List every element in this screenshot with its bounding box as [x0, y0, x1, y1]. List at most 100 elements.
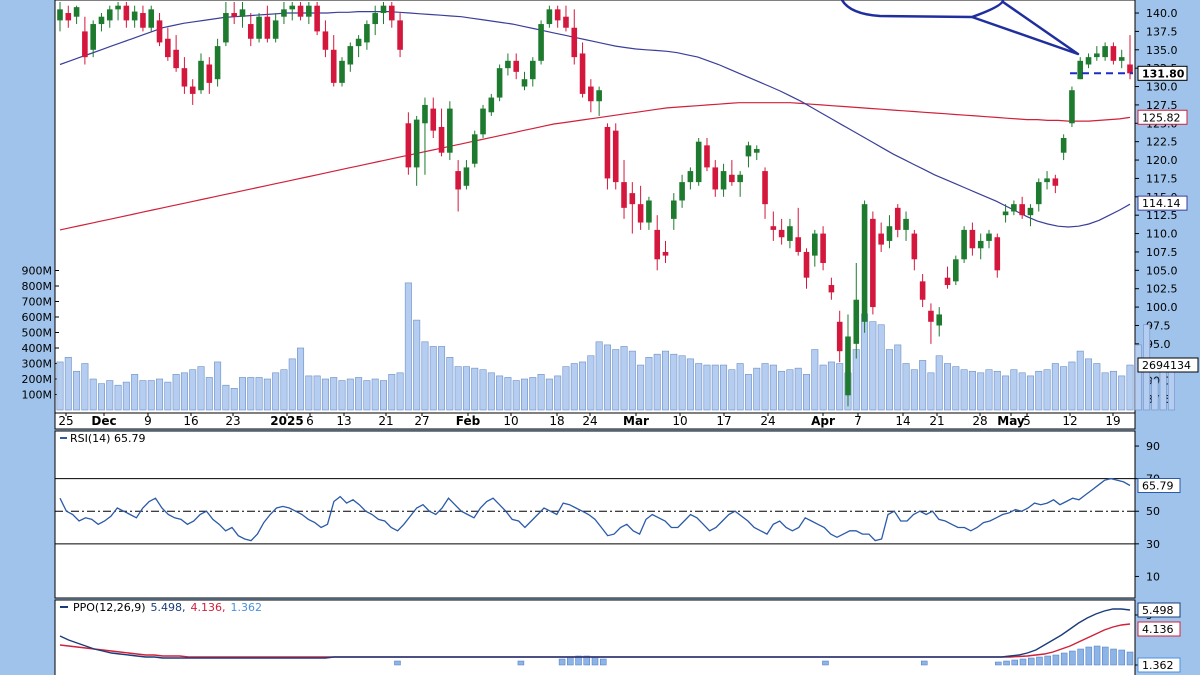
callout-annotation: [840, 0, 1133, 75]
volume-bar: [504, 377, 512, 411]
candle-body: [687, 171, 694, 183]
candle: [123, 2, 130, 28]
candle: [1011, 200, 1017, 216]
volume-bar: [620, 346, 628, 411]
candle: [1044, 171, 1050, 190]
candle-body: [289, 5, 296, 10]
moving-average-lines: [59, 11, 1131, 231]
candle-body: [762, 171, 768, 205]
ppo-histogram-bar: [591, 656, 599, 666]
date-tick-label: 21: [929, 414, 944, 428]
ppo-histogram-bar: [1003, 660, 1010, 666]
candle: [115, 2, 121, 21]
value-box-frame: [1137, 109, 1188, 125]
candle-body: [853, 299, 860, 344]
candle-body: [306, 5, 312, 17]
candle: [745, 141, 752, 168]
candle: [131, 5, 138, 28]
candle: [1069, 86, 1075, 127]
candle-body: [903, 218, 909, 230]
volume-bar: [1101, 372, 1109, 411]
ppo-histogram-bar: [1052, 654, 1060, 666]
candle-body: [770, 226, 777, 230]
candle-body: [173, 49, 179, 69]
candle-body: [977, 240, 984, 249]
candle: [596, 86, 602, 116]
candle: [380, 2, 387, 25]
candle: [704, 138, 710, 172]
date-axis-strip: [54, 412, 1136, 430]
candle-body: [778, 229, 785, 238]
date-tick-label: May: [997, 414, 1025, 428]
volume-bar: [114, 384, 122, 411]
volume-bar: [321, 378, 329, 411]
candle: [355, 35, 362, 58]
candle: [289, 2, 296, 21]
volume-tick-label: 500M: [22, 327, 53, 340]
date-tick-label: Apr: [811, 414, 835, 428]
volume-tick-label: 400M: [22, 342, 53, 355]
ppo-legend-item: 5.498,: [151, 601, 186, 614]
candle-body: [1102, 46, 1108, 58]
candle-body: [878, 233, 884, 245]
candle: [339, 57, 345, 87]
ppo-histogram-bar: [394, 660, 401, 666]
candle-body: [1044, 178, 1050, 183]
volume-bar: [1151, 378, 1159, 411]
volume-bar: [653, 353, 661, 411]
value-box-frame: [1137, 65, 1188, 81]
candle-body: [148, 9, 155, 28]
value-box: 125.82: [1137, 109, 1188, 125]
volume-bar: [222, 384, 230, 411]
candle: [496, 64, 503, 102]
volume-bar: [545, 378, 553, 411]
candle-body: [388, 5, 395, 21]
candle-body: [870, 218, 876, 308]
candle: [314, 2, 320, 36]
candle-body: [646, 200, 652, 223]
ppo-value-label: 1.362: [1142, 659, 1174, 672]
callout-pointer: [971, 0, 1080, 56]
candle-body: [521, 79, 528, 87]
candle: [463, 160, 470, 190]
candle: [388, 2, 395, 28]
volume-bar: [968, 370, 976, 411]
candle: [297, 2, 304, 21]
ppo-histogram-bar: [599, 658, 607, 666]
volume-bar: [960, 369, 968, 411]
candle: [1060, 134, 1067, 161]
volume-bar: [778, 370, 786, 411]
volume-bar: [288, 358, 296, 411]
rsi-value-box: [1137, 478, 1181, 494]
volume-bar: [73, 370, 81, 411]
volume-bar: [827, 361, 835, 411]
volume-bar: [927, 372, 935, 411]
volume-bar: [794, 367, 802, 411]
candle: [488, 93, 495, 116]
candle: [554, 5, 561, 28]
volume-bar: [1068, 361, 1076, 411]
candle-body: [281, 9, 287, 17]
value-box-label: 114.14: [1142, 197, 1181, 210]
date-tick-label: 28: [972, 414, 987, 428]
price-panel: [54, 0, 1136, 414]
ppo-legend-item: PPO(12,26,9): [73, 601, 146, 614]
candle-body: [297, 5, 304, 17]
volume-bar: [520, 378, 528, 411]
candle: [73, 5, 80, 25]
candle: [629, 182, 636, 234]
candle: [1102, 42, 1108, 61]
candle: [861, 200, 868, 333]
volume-bar: [205, 377, 213, 411]
volume-bar: [919, 360, 927, 411]
candle: [264, 5, 271, 43]
ppo-value-box: [1137, 657, 1181, 673]
date-tick-label: 25: [58, 414, 73, 428]
candle: [438, 108, 445, 157]
value-box-frame: [1137, 195, 1188, 211]
candle: [737, 171, 743, 197]
volume-bar: [869, 321, 877, 411]
price-tick-label: 100.0: [1146, 301, 1178, 314]
rsi-label: RSI(14) 65.79: [70, 432, 145, 445]
candle-body: [239, 9, 246, 17]
